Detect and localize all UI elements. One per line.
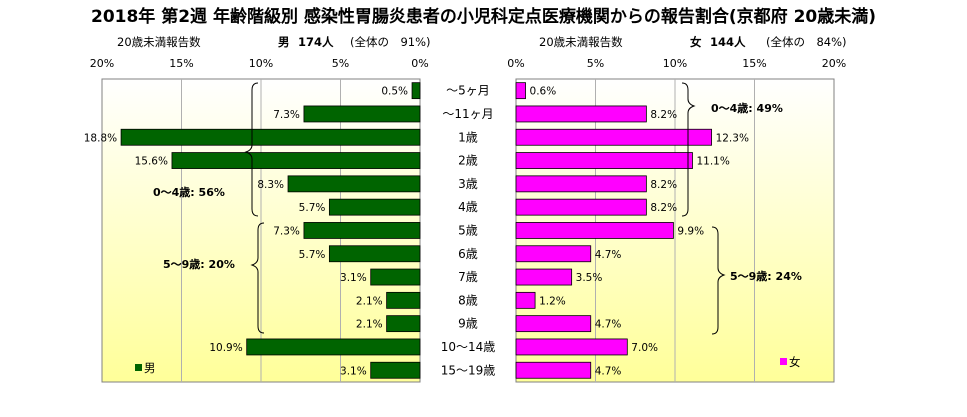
age-category-label: 7歳 — [458, 270, 478, 284]
male-bar — [411, 82, 421, 100]
female-x-tick: 10% — [663, 57, 687, 70]
male-bracket-0-4 — [244, 82, 259, 217]
age-category-label: 9歳 — [458, 317, 478, 331]
female-header-share: (全体の 84%) — [766, 35, 847, 49]
male-x-tick: 15% — [169, 57, 193, 70]
male-value-label: 5.7% — [299, 202, 326, 214]
female-value-label: 4.7% — [595, 249, 622, 261]
age-category-label: ～5ヶ月 — [446, 84, 490, 98]
male-bar — [386, 291, 421, 309]
male-bar — [386, 315, 421, 333]
female-bracket-0-4 — [681, 82, 696, 217]
female-group-5-9: 5～9歳: 24% — [730, 269, 802, 283]
female-header-count: 144人 — [710, 35, 746, 49]
male-header-sex: 男 — [278, 35, 290, 49]
male-value-label: 2.1% — [356, 295, 383, 307]
female-bar — [515, 175, 647, 193]
female-header-label: 20歳未満報告数 — [539, 35, 623, 49]
male-header-count: 174人 — [298, 35, 334, 49]
female-x-tick: 0% — [507, 57, 524, 70]
female-bar — [515, 268, 573, 286]
male-bar — [370, 268, 421, 286]
female-bar — [515, 222, 674, 239]
male-bar — [171, 152, 421, 169]
age-category-label: 4歳 — [458, 200, 478, 214]
female-value-label: 4.7% — [595, 319, 622, 331]
female-value-label: 8.2% — [650, 179, 677, 191]
male-x-tick: 0% — [411, 57, 428, 70]
male-value-label: 18.8% — [84, 132, 117, 144]
female-value-label: 7.0% — [631, 342, 658, 354]
age-category-label: 15～19歳 — [441, 363, 496, 377]
age-category-label: 8歳 — [458, 293, 478, 307]
male-value-label: 3.1% — [340, 365, 367, 377]
male-x-tick: 5% — [332, 57, 349, 70]
male-header-label: 20歳未満報告数 — [117, 35, 201, 49]
male-group-5-9: 5～9歳: 20% — [163, 257, 235, 271]
male-value-label: 2.1% — [356, 319, 383, 331]
age-category-label: ～11ヶ月 — [442, 107, 493, 121]
age-category-label: 5歳 — [458, 223, 478, 237]
female-bar — [515, 82, 526, 100]
male-bar — [287, 175, 421, 193]
age-category-label: 1歳 — [458, 130, 478, 144]
female-bar — [515, 361, 592, 379]
female-bar — [515, 315, 592, 333]
female-bar — [515, 245, 592, 263]
male-x-tick: 10% — [249, 57, 273, 70]
female-bar — [515, 338, 628, 356]
female-legend-label: 女 — [789, 355, 801, 369]
female-value-label: 12.3% — [716, 132, 749, 144]
female-value-label: 3.5% — [576, 272, 603, 284]
female-bar — [515, 128, 712, 146]
male-bar — [328, 245, 421, 263]
male-value-label: 10.9% — [209, 342, 242, 354]
age-category-label: 6歳 — [458, 247, 478, 261]
female-value-label: 4.7% — [595, 365, 622, 377]
female-bracket-5-9 — [711, 226, 726, 335]
female-value-label: 1.2% — [539, 295, 566, 307]
male-value-label: 7.3% — [273, 109, 300, 121]
female-value-label: 8.2% — [650, 109, 677, 121]
male-bracket-5-9 — [250, 222, 265, 334]
male-bar — [303, 105, 421, 123]
male-value-label: 15.6% — [135, 156, 168, 168]
age-category-label: 2歳 — [458, 154, 478, 168]
male-value-label: 8.3% — [257, 179, 284, 191]
male-legend-label: 男 — [144, 361, 156, 375]
female-value-label: 0.6% — [530, 86, 557, 98]
male-legend-swatch — [135, 364, 142, 371]
female-header-sex: 女 — [690, 35, 702, 49]
male-bar — [303, 222, 421, 239]
female-value-label: 8.2% — [650, 202, 677, 214]
female-bar — [515, 198, 647, 216]
male-value-label: 0.5% — [381, 86, 408, 98]
male-header-share: (全体の 91%) — [350, 35, 431, 49]
female-group-0-4: 0～4歳: 49% — [711, 101, 783, 115]
chart-title: 2018年 第2週 年齢階級別 感染性胃腸炎患者の小児科定点医療機関からの報告割… — [90, 7, 876, 27]
male-bar — [328, 198, 421, 216]
male-bar — [370, 361, 421, 379]
age-category-label: 3歳 — [458, 177, 478, 191]
age-category-label: 10～14歳 — [441, 340, 496, 354]
female-value-label: 9.9% — [677, 225, 704, 237]
female-x-tick: 15% — [742, 57, 766, 70]
male-bar — [246, 338, 421, 356]
female-bar — [515, 291, 536, 309]
male-x-tick: 20% — [90, 57, 114, 70]
female-x-tick: 20% — [822, 57, 846, 70]
female-x-tick: 5% — [587, 57, 604, 70]
male-value-label: 5.7% — [299, 249, 326, 261]
male-bar — [120, 128, 421, 146]
female-bar — [515, 152, 693, 169]
male-value-label: 3.1% — [340, 272, 367, 284]
male-value-label: 7.3% — [273, 225, 300, 237]
female-value-label: 11.1% — [696, 156, 729, 168]
female-bar — [515, 105, 647, 123]
female-legend-swatch — [780, 358, 787, 365]
male-group-0-4: 0～4歳: 56% — [153, 185, 225, 199]
